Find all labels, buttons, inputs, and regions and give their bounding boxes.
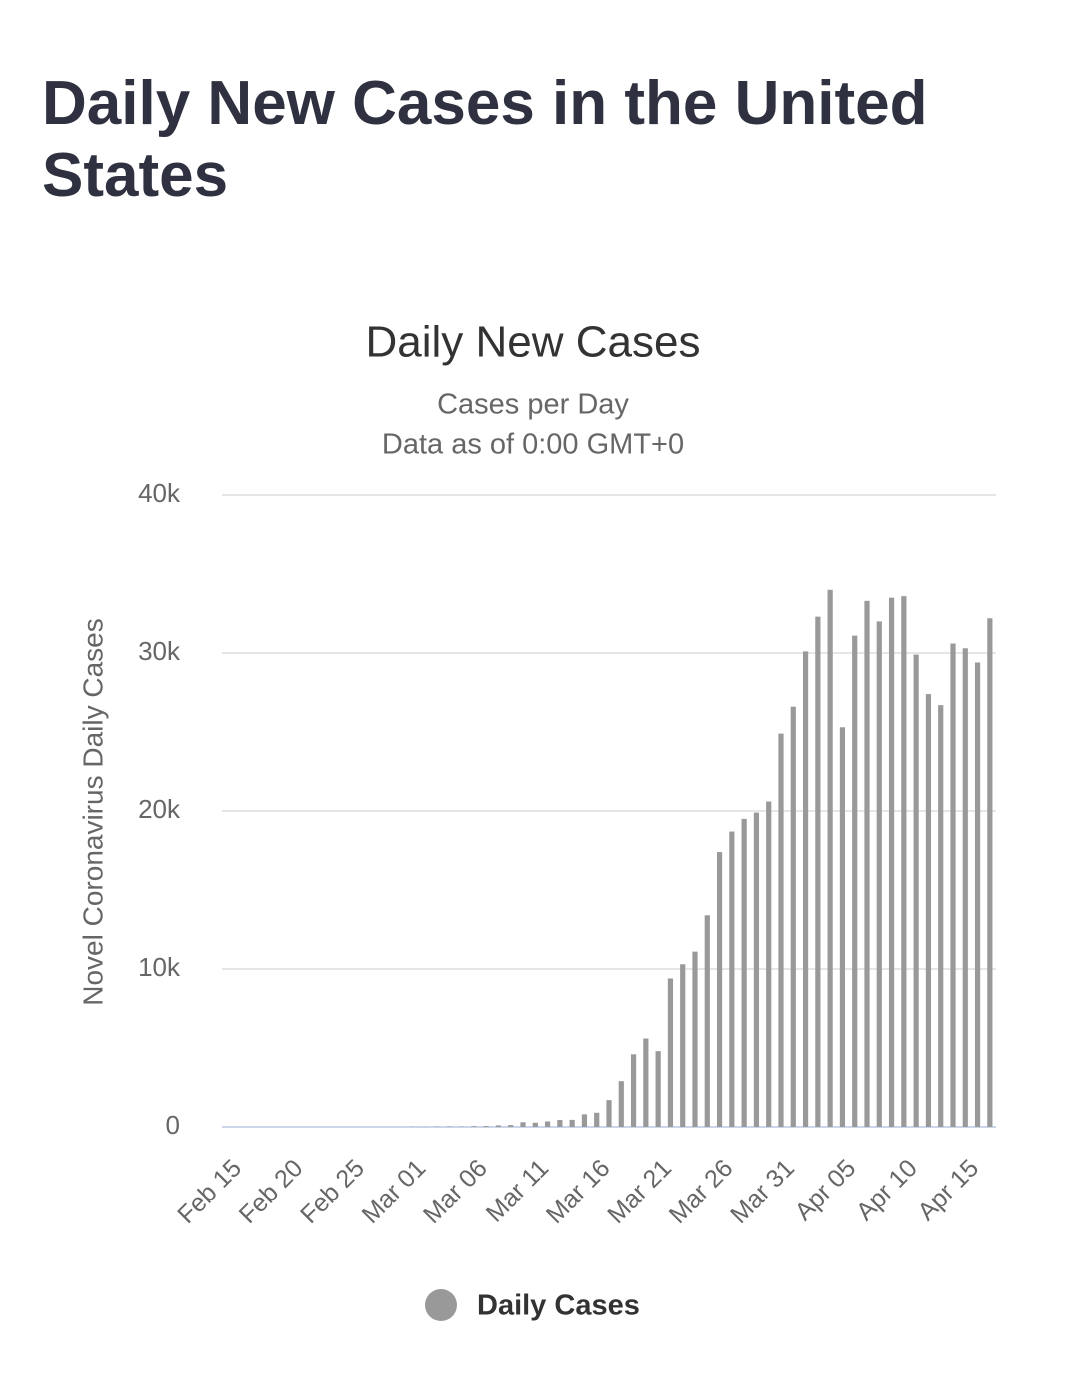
y-axis-label: Novel Coronavirus Daily Cases (77, 618, 108, 1005)
x-tick-label: Mar 21 (602, 1154, 677, 1229)
bar (532, 1122, 538, 1127)
chart-subtitle: Cases per Day (437, 389, 629, 421)
bar (520, 1122, 526, 1127)
bar (766, 801, 772, 1127)
page-title: Daily New Cases in the United States (42, 69, 928, 210)
bar (938, 705, 944, 1127)
bar (643, 1038, 649, 1127)
bar (581, 1114, 588, 1127)
bar (692, 951, 698, 1127)
bar (544, 1121, 551, 1127)
x-tick-label: Apr 15 (912, 1154, 984, 1226)
bar (950, 643, 956, 1127)
x-tick-label: Feb 25 (295, 1154, 370, 1229)
bar (704, 915, 710, 1127)
bar (839, 727, 846, 1127)
bar (901, 596, 907, 1127)
bar (876, 621, 882, 1127)
bar (483, 1126, 489, 1127)
y-tick-label: 30k (138, 636, 181, 666)
bar (630, 1054, 637, 1127)
bar (667, 978, 674, 1127)
bar (827, 589, 833, 1127)
bar (802, 651, 809, 1127)
bar (925, 694, 932, 1127)
x-tick-label: Feb 15 (172, 1154, 247, 1229)
bar (557, 1120, 563, 1127)
bar (913, 654, 919, 1127)
y-tick-label: 10k (138, 952, 181, 982)
bar (753, 812, 760, 1127)
bar (655, 1051, 661, 1127)
bar (471, 1126, 477, 1127)
chart-subtitle: Data as of 0:00 GMT+0 (382, 429, 684, 461)
x-tick-label: Apr 05 (789, 1154, 861, 1226)
bar (815, 616, 821, 1127)
y-tick-label: 40k (138, 478, 181, 508)
bar (852, 635, 858, 1127)
bar (618, 1081, 624, 1127)
legend-marker (425, 1289, 457, 1321)
bar (495, 1125, 502, 1127)
bar (778, 733, 784, 1127)
x-tick-label: Apr 10 (851, 1154, 923, 1226)
bar (888, 597, 895, 1127)
bar (680, 964, 686, 1127)
bar (716, 852, 723, 1127)
y-tick-label: 0 (166, 1110, 180, 1140)
bar (790, 706, 796, 1127)
x-tick-label: Mar 26 (664, 1154, 739, 1229)
x-tick-label: Mar 16 (541, 1154, 616, 1229)
x-tick-label: Mar 11 (481, 1154, 555, 1228)
x-tick-label: Feb 20 (234, 1154, 309, 1229)
x-tick-label: Mar 31 (725, 1154, 800, 1229)
bar (974, 662, 981, 1127)
x-tick-label: Mar 06 (418, 1154, 493, 1229)
legend-label: Daily Cases (477, 1290, 640, 1322)
bar (729, 831, 735, 1127)
chart-title: Daily New Cases (366, 318, 701, 367)
bar (594, 1112, 600, 1127)
bar (741, 818, 747, 1127)
bar (987, 618, 993, 1127)
bar (606, 1100, 612, 1127)
y-tick-label: 20k (138, 794, 181, 824)
bar (569, 1119, 575, 1127)
bar (508, 1125, 514, 1127)
x-tick-label: Mar 01 (357, 1154, 432, 1229)
bar (962, 648, 968, 1127)
bar (864, 600, 870, 1127)
